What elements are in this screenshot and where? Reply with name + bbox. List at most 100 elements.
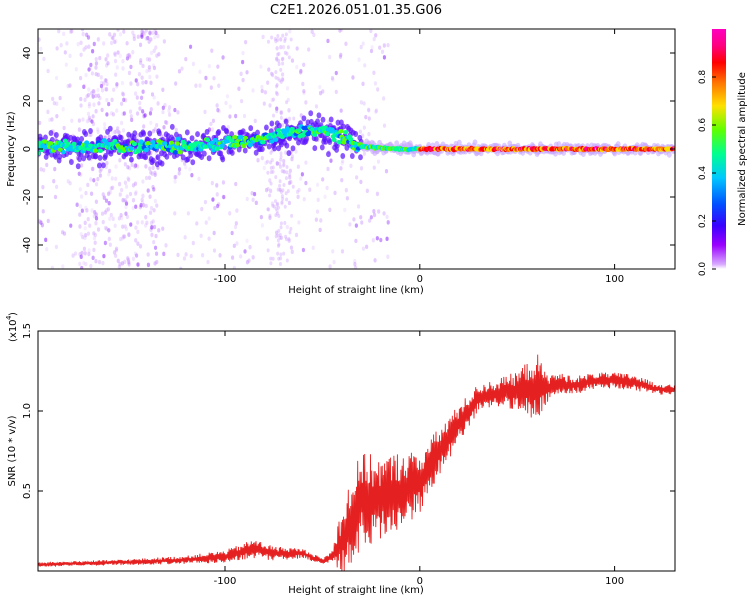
spectrogram-point xyxy=(64,62,68,67)
spectrogram-point xyxy=(127,52,131,58)
spectrogram-point xyxy=(153,127,157,132)
spectrogram-point xyxy=(99,80,104,86)
spectrogram-point xyxy=(94,212,98,217)
spectrogram-point xyxy=(290,249,294,255)
spectrogram-point xyxy=(94,259,98,264)
spectrogram-point xyxy=(349,148,354,154)
spectrogram-point xyxy=(219,143,225,148)
spectrogram-point xyxy=(311,245,315,251)
spectrogram-point xyxy=(302,90,306,96)
spectrogram-point xyxy=(148,30,152,35)
spectrogram-point xyxy=(92,89,96,94)
spectrogram-point xyxy=(285,258,289,263)
spectrogram-point xyxy=(326,38,330,44)
spectrogram-point xyxy=(77,155,82,162)
spectrogram-point xyxy=(188,167,192,172)
spectrogram-point xyxy=(359,215,363,220)
spectrogram-point xyxy=(162,125,166,130)
spectrogram-point xyxy=(89,263,93,269)
spectrogram-point xyxy=(245,70,249,75)
spectrogram-point xyxy=(125,194,129,199)
spectrogram-point xyxy=(279,235,283,241)
spectrogram-point xyxy=(314,217,318,222)
spectrogram-point xyxy=(369,48,374,54)
spectrogram-point xyxy=(45,246,49,252)
spectrogram-point xyxy=(384,169,389,174)
spectrogram-point xyxy=(357,57,361,62)
spectrogram-point xyxy=(197,176,201,182)
spectrogram-point xyxy=(284,234,288,239)
spectrogram-point xyxy=(97,259,102,265)
spectrogram-point xyxy=(285,86,290,91)
spectrogram-point xyxy=(274,38,278,44)
snr-series-line xyxy=(38,354,675,571)
spectrogram-point xyxy=(260,223,265,228)
spectrogram-point xyxy=(122,97,126,103)
spectrogram-point xyxy=(138,100,142,106)
spectrogram-point xyxy=(124,184,129,189)
spectrogram-point xyxy=(149,120,153,126)
spectrogram-point xyxy=(331,137,337,143)
spectrogram-point xyxy=(128,165,132,171)
spectrogram-point xyxy=(134,190,138,195)
spectrogram-point xyxy=(53,194,58,200)
spectrogram-point xyxy=(279,44,283,50)
spectrogram-point xyxy=(266,143,272,150)
spectrogram-point xyxy=(247,258,251,263)
spectrogram-point xyxy=(215,182,219,188)
spectrogram-point xyxy=(251,197,255,202)
spectrogram-point xyxy=(277,51,281,56)
spectrogram-point xyxy=(113,39,117,45)
spectrogram-point xyxy=(281,77,285,82)
spectrogram-point xyxy=(289,179,293,185)
spectrogram-point xyxy=(77,141,83,146)
spectrogram-point xyxy=(194,83,198,88)
spectrogram-point xyxy=(256,158,260,163)
spectrogram-point xyxy=(54,131,59,138)
spectrogram-point xyxy=(55,46,59,51)
spectrogram-point xyxy=(372,36,376,42)
spectrogram-point xyxy=(96,176,100,182)
spectrogram-point xyxy=(280,72,285,77)
spectrogram-point xyxy=(279,252,283,257)
spectrogram-point xyxy=(96,127,100,132)
spectrogram-point xyxy=(308,110,314,117)
spectrogram-point xyxy=(254,200,258,206)
spectrogram-point xyxy=(120,261,125,266)
spectrogram-point xyxy=(280,194,284,199)
colorbar-label: Normalized spectral amplitude xyxy=(737,72,748,226)
spectrogram-point xyxy=(210,48,214,53)
spectrogram-point xyxy=(101,81,106,86)
spectrogram-point xyxy=(89,177,93,182)
spectrogram-point xyxy=(280,57,284,62)
spectrogram-point xyxy=(288,168,292,174)
spectrogram-point xyxy=(126,256,130,261)
spectrogram-point xyxy=(268,213,272,218)
spectrogram-point xyxy=(345,196,349,201)
spectrogram-point xyxy=(140,197,144,202)
spectrogram-point xyxy=(328,264,332,269)
spectrogram-point xyxy=(179,266,183,269)
spectrogram-point xyxy=(252,191,257,197)
spectrogram-point xyxy=(175,136,181,142)
spectrogram-point xyxy=(87,104,91,109)
spectrogram-point xyxy=(349,153,355,160)
spectrogram-point xyxy=(288,29,292,34)
spectrogram-point xyxy=(220,156,226,163)
spectrogram-point xyxy=(86,231,91,236)
spectrogram-point xyxy=(90,91,94,96)
spectrogram-point xyxy=(140,220,144,225)
spectrogram-point xyxy=(140,34,144,39)
spectrogram-point xyxy=(97,148,103,154)
spectrogram-point xyxy=(278,78,282,83)
spectrogram-point xyxy=(372,212,377,218)
spectrogram-point xyxy=(266,248,270,253)
spectrogram-point xyxy=(270,201,275,206)
spectrogram-point xyxy=(120,91,125,96)
figure-title: C2E1.2026.051.01.35.G06 xyxy=(270,3,442,18)
spectrogram-point xyxy=(75,202,79,207)
spectrogram-point xyxy=(315,118,320,125)
spectrogram-point xyxy=(136,164,140,169)
spectrogram-point xyxy=(126,164,130,170)
spectrogram-point xyxy=(312,32,316,38)
